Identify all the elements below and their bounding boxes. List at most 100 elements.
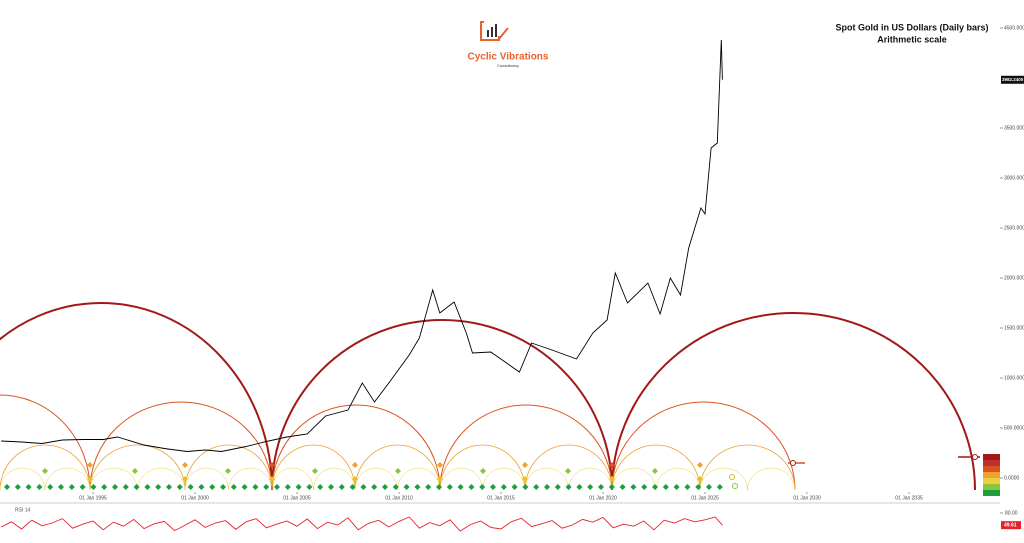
cycle-legend-cell xyxy=(983,460,1000,466)
diamond xyxy=(437,476,443,482)
brand: Cyclic Vibrations xyxy=(468,52,549,63)
cycle-marker xyxy=(732,483,738,489)
x-tick-label: 01 Jan 2020 xyxy=(589,495,617,501)
diamond xyxy=(338,484,345,490)
cycle-arc xyxy=(137,467,186,491)
cycle-legend-cell xyxy=(983,478,1000,484)
cycle-legend-cell xyxy=(983,472,1000,478)
y-tick-label: 1500.000 xyxy=(1004,325,1024,331)
diamond xyxy=(47,484,54,490)
diamond xyxy=(87,476,93,482)
diamond xyxy=(155,484,162,490)
series-line xyxy=(0,516,723,532)
cycle-arc xyxy=(184,467,229,491)
y-tick-label: 500.0000 xyxy=(1004,425,1024,431)
diamond xyxy=(274,484,280,490)
diamond xyxy=(187,484,194,490)
diamond xyxy=(241,484,248,490)
diamond xyxy=(662,484,669,490)
diamond xyxy=(457,484,464,490)
last-price-box xyxy=(1001,75,1024,84)
diamond xyxy=(101,484,108,490)
cycle-arc xyxy=(354,467,398,491)
diamond xyxy=(500,484,507,490)
cycle-arc xyxy=(89,467,138,491)
cycle-arc xyxy=(568,467,613,491)
diamond xyxy=(641,484,648,490)
chart-subtitle: Arithmetic scale xyxy=(877,34,947,44)
diamond xyxy=(479,484,486,490)
diamond xyxy=(565,468,571,474)
diamond xyxy=(132,468,138,474)
cycle-arc xyxy=(482,467,526,491)
cycle-legend-cell xyxy=(983,466,1000,472)
diamond xyxy=(554,484,561,490)
diamond xyxy=(198,484,205,490)
diamond xyxy=(4,484,10,490)
cycle-arc xyxy=(611,401,796,491)
diamond xyxy=(14,484,21,490)
diamond xyxy=(349,484,356,490)
chart-title: Spot Gold in US Dollars (Daily bars) xyxy=(835,22,988,32)
rsi-last-label: 49.61 xyxy=(1004,522,1017,528)
y-tick-label: 80.00 xyxy=(1005,510,1018,516)
y-tick-label: 4500.000 xyxy=(1004,25,1024,31)
diamond xyxy=(25,484,32,490)
x-tick-label: 01 Jan 2035 xyxy=(895,495,923,501)
diamond xyxy=(684,484,691,490)
plot: 0.0000 500.0000 1000.000 1500.000 2000.000 25… xyxy=(0,25,1024,532)
cycle-marker xyxy=(729,474,735,480)
diamond xyxy=(312,468,318,474)
diamond xyxy=(269,462,275,468)
cycle-arc xyxy=(397,467,441,491)
diamond xyxy=(490,484,496,490)
diamond xyxy=(230,484,237,490)
diamond xyxy=(209,484,216,490)
diamond xyxy=(544,484,550,490)
cycle-arc xyxy=(439,467,483,491)
diamond xyxy=(352,462,358,468)
diamond xyxy=(166,484,172,490)
diamond xyxy=(587,484,594,490)
diamond xyxy=(220,484,226,490)
x-tick-label: 01 Jan 2005 xyxy=(283,495,311,501)
logo-arrow xyxy=(497,27,509,41)
logo-bar xyxy=(495,24,497,37)
diamond xyxy=(182,462,188,468)
diamond xyxy=(425,484,432,490)
diamond xyxy=(352,476,358,482)
logo-bar xyxy=(491,27,493,37)
diamond xyxy=(284,484,291,490)
cycle-arc xyxy=(611,467,657,491)
diamond xyxy=(565,484,572,490)
cycle-marker xyxy=(972,454,978,460)
cycle-arc xyxy=(699,444,796,491)
diamond xyxy=(371,484,378,490)
rsi-last-box xyxy=(1001,521,1021,530)
cycle-arc xyxy=(271,444,356,491)
diamond xyxy=(295,484,302,490)
diamond xyxy=(598,484,604,490)
cycle-arc xyxy=(228,467,273,491)
diamond xyxy=(522,476,528,482)
diamond xyxy=(652,484,658,490)
y-tick-label: 2000.000 xyxy=(1004,275,1024,281)
diamond xyxy=(697,462,703,468)
diamond xyxy=(706,484,712,490)
cycle-arc xyxy=(271,404,441,491)
cycle-arc xyxy=(655,467,701,491)
diamond xyxy=(144,484,151,490)
cycle-arc xyxy=(44,467,91,491)
diamond xyxy=(42,468,48,474)
diamond xyxy=(225,468,231,474)
cycle-arc xyxy=(0,467,46,491)
diamond xyxy=(697,476,703,482)
diamond xyxy=(468,484,475,490)
y-tick-label: 3500.000 xyxy=(1004,125,1024,131)
diamond xyxy=(360,484,367,490)
diamond xyxy=(576,484,583,490)
diamond xyxy=(695,484,702,490)
y-tick-label: 2500.000 xyxy=(1004,225,1024,231)
